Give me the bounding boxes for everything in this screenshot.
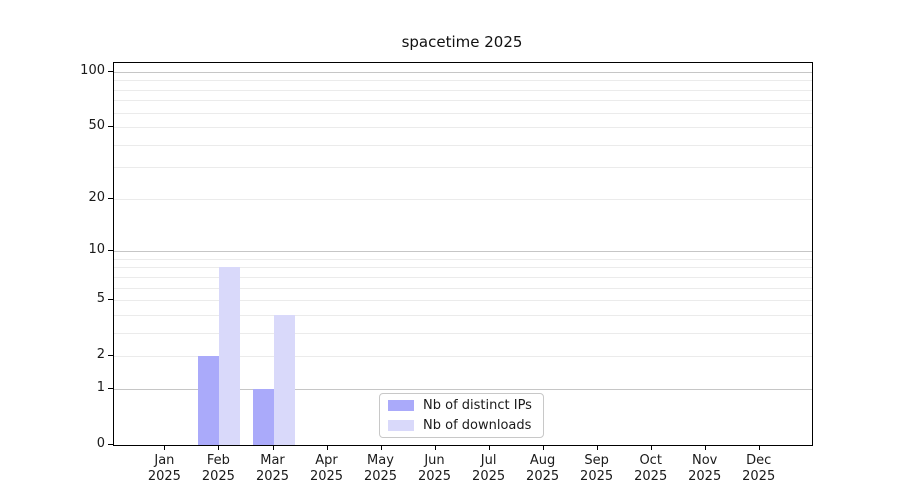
y-tick-mark-1 bbox=[108, 387, 113, 389]
gridline-minor-20 bbox=[114, 198, 812, 200]
y-tick-mark-50 bbox=[108, 126, 113, 128]
gridline-major-10 bbox=[114, 251, 812, 253]
x-tick-year: 2025 bbox=[309, 468, 344, 484]
legend-label-distinct-ips: Nb of distinct IPs bbox=[423, 398, 532, 413]
x-tick-year: 2025 bbox=[147, 468, 181, 484]
gridline-minor-80 bbox=[114, 89, 812, 91]
x-tick-month: Oct bbox=[639, 453, 662, 468]
chart-title: spacetime 2025 bbox=[401, 33, 523, 51]
gridline-minor-60 bbox=[114, 112, 812, 114]
x-tick-label-dec: Dec 2025 bbox=[729, 453, 789, 484]
gridline-minor-4 bbox=[114, 314, 812, 316]
gridline-minor-30 bbox=[114, 167, 812, 169]
x-tick-mark-aug bbox=[542, 445, 544, 450]
x-tick-label-jul: Jul 2025 bbox=[459, 453, 519, 484]
x-tick-year: 2025 bbox=[634, 468, 668, 484]
x-tick-month: Jan bbox=[154, 453, 175, 468]
x-tick-label-nov: Nov 2025 bbox=[675, 453, 735, 484]
x-tick-mark-apr bbox=[326, 445, 328, 450]
x-tick-mark-nov bbox=[704, 445, 706, 450]
x-tick-month: Nov bbox=[692, 453, 718, 468]
legend-swatch-distinct-ips bbox=[388, 400, 414, 411]
x-tick-year: 2025 bbox=[472, 468, 506, 484]
x-tick-mark-may bbox=[380, 445, 382, 450]
x-tick-label-apr: Apr 2025 bbox=[297, 453, 357, 484]
x-tick-month: Mar bbox=[260, 453, 285, 468]
gridline-minor-9 bbox=[114, 258, 812, 260]
x-tick-label-jan: Jan 2025 bbox=[134, 453, 194, 484]
x-tick-month: Feb bbox=[206, 453, 230, 468]
gridline-minor-40 bbox=[114, 144, 812, 146]
plot-area: Nb of distinct IPs Nb of downloads bbox=[113, 62, 813, 446]
gridline-major-100 bbox=[114, 71, 812, 73]
x-tick-month: Apr bbox=[315, 453, 338, 468]
y-tick-label-100: 100 bbox=[80, 62, 105, 78]
x-tick-month: Aug bbox=[529, 453, 556, 468]
x-tick-label-mar: Mar 2025 bbox=[243, 453, 303, 484]
bar-downloads-feb bbox=[219, 267, 241, 445]
gridline-major-1 bbox=[114, 388, 812, 390]
x-tick-year: 2025 bbox=[417, 468, 452, 484]
gridline-minor-3 bbox=[114, 332, 812, 334]
legend: Nb of distinct IPs Nb of downloads bbox=[379, 393, 544, 438]
gridline-minor-50 bbox=[114, 127, 812, 129]
y-tick-label-2: 2 bbox=[96, 347, 105, 363]
bar-distinct-ips-mar bbox=[252, 388, 274, 445]
x-tick-month: May bbox=[367, 453, 394, 468]
legend-swatch-downloads bbox=[388, 420, 414, 431]
y-tick-mark-5 bbox=[108, 299, 113, 301]
y-tick-mark-100 bbox=[108, 70, 113, 72]
x-tick-mark-jun bbox=[434, 445, 436, 450]
x-tick-label-sep: Sep 2025 bbox=[567, 453, 627, 484]
x-tick-label-may: May 2025 bbox=[351, 453, 411, 484]
y-tick-label-10: 10 bbox=[88, 242, 105, 258]
x-tick-mark-jul bbox=[488, 445, 490, 450]
x-tick-year: 2025 bbox=[255, 468, 290, 484]
y-tick-label-1: 1 bbox=[96, 379, 105, 395]
x-tick-mark-sep bbox=[596, 445, 598, 450]
y-tick-mark-2 bbox=[108, 355, 113, 357]
gridline-minor-90 bbox=[114, 80, 812, 82]
y-tick-mark-20 bbox=[108, 197, 113, 199]
bar-downloads-mar bbox=[273, 314, 295, 445]
legend-item-downloads: Nb of downloads bbox=[388, 418, 535, 434]
x-tick-label-aug: Aug 2025 bbox=[513, 453, 573, 484]
y-tick-label-0: 0 bbox=[96, 436, 105, 451]
x-tick-mark-feb bbox=[218, 445, 220, 450]
x-tick-mark-mar bbox=[272, 445, 274, 450]
gridline-minor-7 bbox=[114, 276, 812, 278]
x-tick-year: 2025 bbox=[742, 468, 776, 484]
x-tick-label-oct: Oct 2025 bbox=[621, 453, 681, 484]
x-tick-year: 2025 bbox=[580, 468, 614, 484]
y-tick-mark-0 bbox=[108, 444, 113, 445]
legend-label-downloads: Nb of downloads bbox=[423, 418, 532, 433]
y-tick-label-50: 50 bbox=[88, 118, 105, 134]
x-tick-label-feb: Feb 2025 bbox=[188, 453, 248, 484]
gridline-minor-8 bbox=[114, 267, 812, 269]
gridline-minor-70 bbox=[114, 100, 812, 102]
y-tick-mark-10 bbox=[108, 250, 113, 252]
x-tick-month: Sep bbox=[584, 453, 609, 468]
legend-item-distinct-ips: Nb of distinct IPs bbox=[388, 398, 535, 414]
x-tick-mark-jan bbox=[164, 445, 166, 450]
x-tick-year: 2025 bbox=[688, 468, 722, 484]
gridline-minor-5 bbox=[114, 300, 812, 302]
x-tick-label-jun: Jun 2025 bbox=[405, 453, 465, 484]
x-tick-mark-dec bbox=[758, 445, 760, 450]
x-tick-month: Jul bbox=[480, 453, 497, 468]
gridline-minor-6 bbox=[114, 287, 812, 289]
y-tick-label-5: 5 bbox=[96, 291, 105, 307]
x-tick-month: Dec bbox=[746, 453, 772, 468]
x-tick-mark-oct bbox=[650, 445, 652, 450]
gridline-minor-2 bbox=[114, 356, 812, 358]
x-tick-year: 2025 bbox=[363, 468, 398, 484]
x-tick-year: 2025 bbox=[526, 468, 560, 484]
y-tick-label-20: 20 bbox=[88, 189, 105, 205]
bar-distinct-ips-feb bbox=[198, 356, 220, 445]
x-tick-year: 2025 bbox=[201, 468, 235, 484]
x-tick-month: Jun bbox=[424, 453, 445, 468]
